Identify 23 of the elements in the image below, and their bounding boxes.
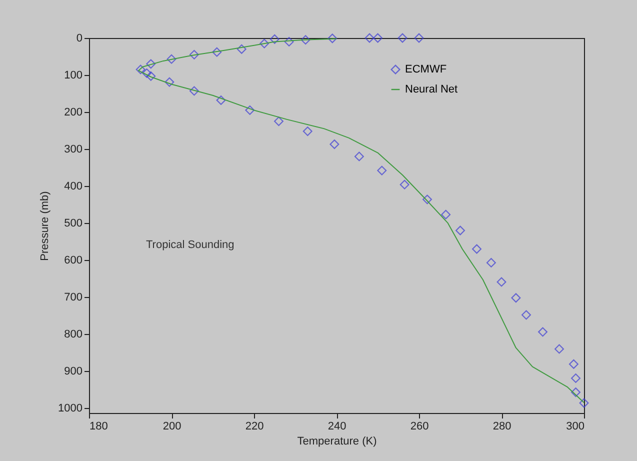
y-tick-label: 0 [76,32,82,44]
x-tick-label: 200 [162,420,182,432]
x-tick-label: 280 [492,420,512,432]
y-axis-title: Pressure (mb) [39,191,52,261]
annotation: Tropical Sounding [146,239,234,251]
y-tick-label: 400 [64,180,82,193]
x-tick-label: 260 [410,420,429,432]
y-tick-label: 200 [64,106,82,119]
y-tick-label: 600 [64,254,82,267]
legend-label: Neural Net [405,84,458,96]
y-tick-label: 700 [64,292,82,304]
x-tick-label: 300 [566,420,584,432]
x-tick-label: 180 [90,420,108,432]
x-tick-label: 240 [328,420,346,432]
y-tick-label: 800 [64,328,82,341]
y-tick-label: 300 [64,144,82,156]
legend-label: ECMWF [405,64,447,76]
y-tick-label: 500 [64,218,82,230]
x-axis-title: Temperature (K) [297,436,377,448]
x-tick-label: 220 [245,420,264,432]
y-tick-label: 900 [64,366,82,378]
y-tick-label: 100 [64,70,82,82]
y-tick-label: 1000 [58,402,82,415]
